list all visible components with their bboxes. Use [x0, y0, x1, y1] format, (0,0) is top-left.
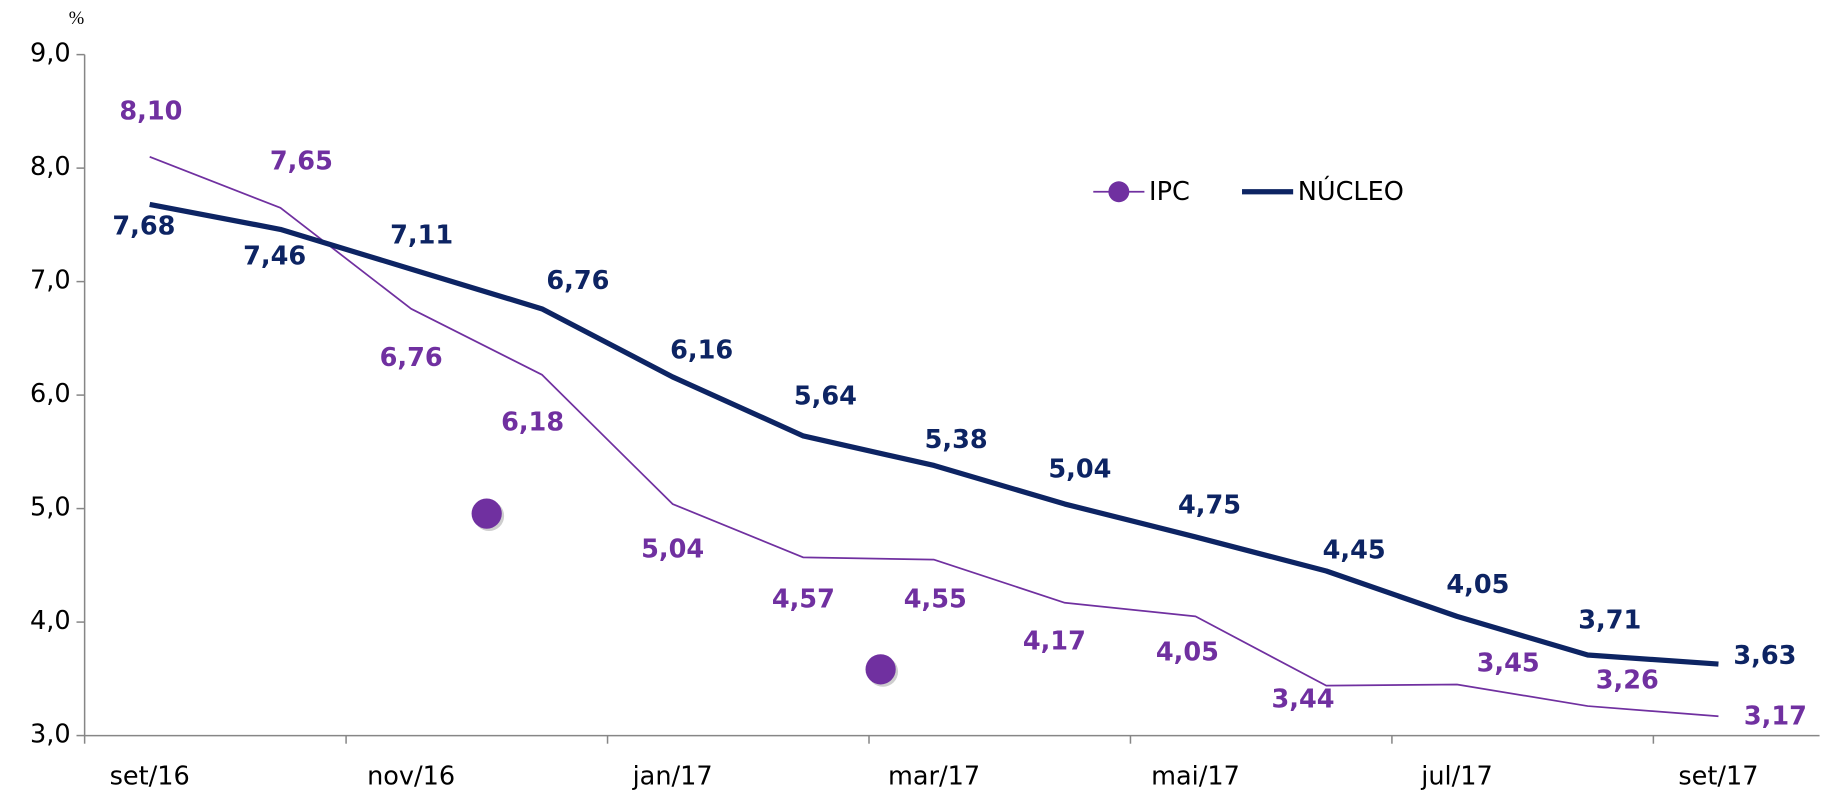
- x-tick-label: mai/17: [1151, 761, 1240, 791]
- line-0: [149, 155, 1719, 718]
- value-label: 5,04: [641, 535, 704, 565]
- value-label: 6,16: [670, 335, 733, 365]
- legend-label: NÚCLEO: [1298, 176, 1404, 207]
- decor-dot: [865, 654, 896, 685]
- value-label: 3,17: [1744, 701, 1807, 731]
- value-label: 3,71: [1578, 605, 1641, 635]
- value-label: 6,18: [501, 407, 564, 437]
- legend-marker: [1108, 181, 1130, 203]
- value-label: 3,63: [1733, 641, 1796, 671]
- value-label: 4,57: [772, 584, 835, 614]
- value-label: 4,17: [1023, 626, 1086, 656]
- y-tick-label: 7,0: [30, 266, 71, 296]
- y-unit: %: [69, 8, 84, 29]
- value-label: 4,05: [1156, 638, 1219, 668]
- value-label: 4,55: [904, 584, 967, 614]
- x-tick-label: nov/16: [367, 761, 455, 791]
- x-tick-label: set/17: [1678, 761, 1758, 791]
- value-label: 4,05: [1446, 570, 1509, 600]
- value-label: 5,38: [925, 425, 988, 455]
- decor-dot: [471, 498, 502, 529]
- value-label: 7,68: [112, 212, 175, 242]
- x-tick-label: set/16: [110, 761, 190, 791]
- y-tick-label: 9,0: [30, 39, 71, 69]
- value-label: 4,75: [1178, 491, 1241, 521]
- value-label: 7,11: [390, 221, 453, 251]
- value-label: 7,65: [270, 147, 333, 177]
- value-label: 3,44: [1272, 685, 1335, 715]
- line-1: [149, 201, 1719, 667]
- y-tick-label: 6,0: [30, 379, 71, 409]
- value-label: 8,10: [119, 97, 182, 127]
- value-label: 6,76: [546, 266, 609, 296]
- value-label: 4,45: [1323, 535, 1386, 565]
- value-label: 7,46: [243, 241, 306, 271]
- y-tick-label: 5,0: [30, 493, 71, 523]
- value-label: 5,64: [794, 382, 857, 412]
- y-tick-label: 8,0: [30, 152, 71, 182]
- value-label: 5,04: [1048, 454, 1111, 484]
- y-tick-label: 3,0: [30, 720, 71, 750]
- y-tick-label: 4,0: [30, 606, 71, 636]
- value-label: 6,76: [380, 343, 443, 373]
- x-tick-label: mar/17: [888, 761, 980, 791]
- value-label: 3,26: [1596, 666, 1659, 696]
- x-tick-label: jul/17: [1420, 761, 1493, 791]
- legend-label: IPC: [1149, 177, 1190, 207]
- x-tick-label: jan/17: [632, 761, 713, 791]
- value-label: 3,45: [1477, 649, 1540, 679]
